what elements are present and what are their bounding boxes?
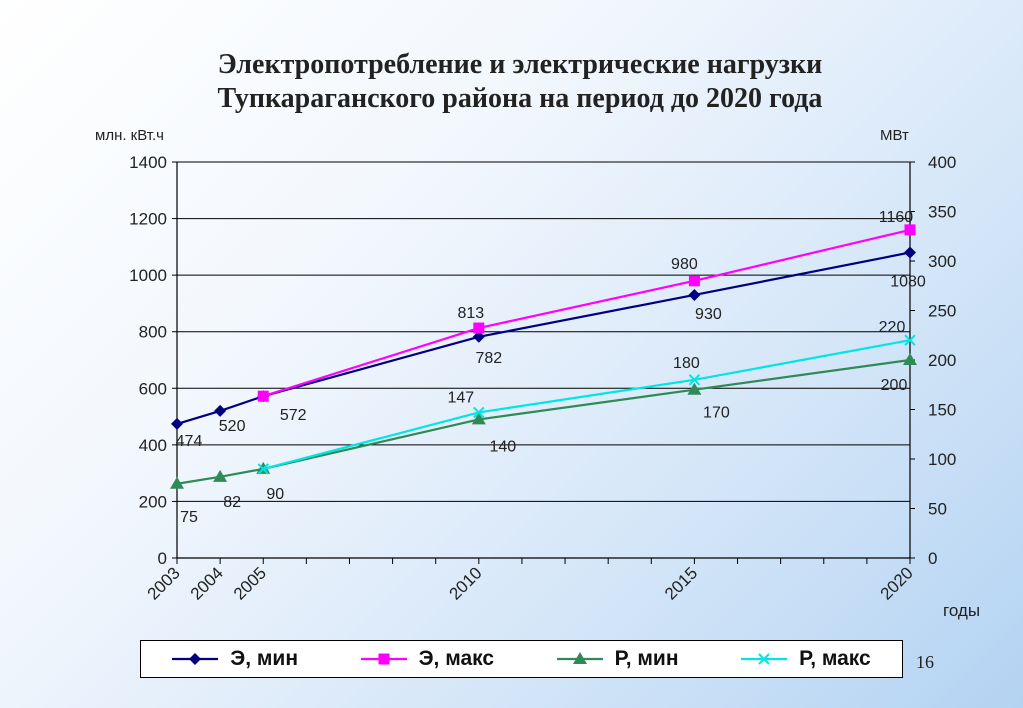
data-point (572, 652, 587, 664)
legend-item: Э, макс (360, 647, 495, 671)
data-point (189, 653, 202, 665)
y-left-tick-label: 600 (139, 379, 167, 398)
data-label: 930 (695, 306, 722, 323)
data-point (171, 417, 183, 430)
data-point (214, 404, 227, 417)
data-label: 90 (266, 486, 284, 503)
y-right-tick-label: 50 (928, 500, 947, 519)
series-4 (257, 334, 916, 475)
chart-title-line-1: Электропотребление и электрические нагру… (217, 49, 823, 80)
legend-item: Р, мин (556, 647, 679, 671)
y-left-tick-label: 1000 (129, 266, 167, 285)
data-label: 170 (703, 405, 730, 422)
y-right-axis-label: МВт (880, 127, 909, 144)
series-2 (257, 224, 916, 402)
data-label: 813 (457, 305, 484, 322)
y-right-tick-label: 250 (928, 302, 956, 321)
data-point (213, 469, 228, 482)
data-label: 200 (881, 377, 908, 394)
data-label: 140 (489, 438, 516, 455)
legend-swatch (556, 652, 603, 664)
data-label: 572 (280, 407, 307, 424)
chart-title: Электропотребление и электрические нагру… (0, 48, 1023, 116)
y-left-tick-label: 200 (139, 492, 167, 511)
data-label: 147 (447, 389, 474, 406)
data-point (904, 334, 916, 346)
data-point (904, 224, 916, 236)
chart-legend: Э, мин Э, макс Р, мин Р, макс (140, 640, 903, 678)
x-tick-label: 2015 (661, 563, 701, 603)
y-left-tick-label: 1400 (129, 153, 167, 172)
data-point (904, 246, 916, 259)
data-label: 75 (180, 509, 198, 526)
legend-item: Э, мин (172, 647, 298, 671)
x-tick-label: 2020 (877, 563, 917, 603)
data-label: 180 (673, 355, 700, 372)
page-number: 16 (916, 652, 934, 672)
x-tick-label: 2004 (187, 563, 227, 603)
data-label: 520 (219, 418, 246, 435)
legend-swatch (741, 653, 788, 665)
legend-item: Р, макс (741, 647, 871, 671)
x-tick-label: 2005 (230, 563, 270, 603)
legend-swatch (172, 653, 219, 665)
series-line (176, 358, 911, 485)
legend-label: Р, макс (799, 647, 871, 670)
y-left-tick-label: 1200 (129, 210, 167, 229)
x-tick-label: 2003 (144, 563, 184, 603)
series-line (262, 339, 911, 470)
data-point (170, 476, 184, 489)
y-right-tick-label: 100 (928, 450, 956, 469)
data-point (688, 275, 700, 287)
series-line (176, 251, 911, 425)
series-3 (170, 353, 917, 489)
data-point (471, 412, 486, 425)
data-point (688, 288, 701, 301)
y-right-tick-label: 150 (928, 401, 956, 420)
y-right-tick-label: 300 (928, 252, 956, 271)
data-point (688, 374, 701, 386)
data-label: 1080 (890, 274, 926, 291)
y-right-tick-label: 350 (928, 203, 956, 222)
data-point (472, 330, 485, 343)
y-left-tick-label: 0 (158, 549, 167, 568)
series-line (262, 228, 911, 398)
data-point (473, 322, 485, 334)
x-tick-label: 2010 (445, 563, 485, 603)
data-point (257, 463, 269, 475)
y-left-tick-label: 800 (139, 323, 167, 342)
y-right-tick-label: 400 (928, 153, 956, 172)
data-label: 220 (879, 319, 906, 336)
y-left-tick-label: 400 (139, 436, 167, 455)
legend-label: Э, мин (230, 647, 299, 670)
data-point (687, 382, 702, 395)
data-point (758, 653, 770, 665)
legend-label: Э, макс (418, 647, 495, 670)
data-label: 1160 (879, 209, 914, 226)
y-right-tick-label: 0 (928, 549, 937, 568)
data-point (473, 406, 485, 419)
data-point (903, 353, 917, 365)
legend-label: Р, мин (614, 647, 679, 670)
data-label: 782 (475, 350, 502, 367)
y-right-tick-label: 200 (928, 351, 956, 370)
x-axis-label: годы (943, 601, 980, 620)
data-label: 980 (671, 256, 698, 273)
data-point (257, 390, 269, 402)
data-label: 82 (223, 494, 241, 511)
data-label: 474 (176, 433, 203, 450)
y-left-axis-label: млн. кВт.ч (95, 127, 164, 144)
legend-swatch (360, 653, 407, 665)
data-point (378, 653, 390, 665)
chart-title-line-2: Тупкараганского района на период до 2020… (217, 83, 823, 114)
